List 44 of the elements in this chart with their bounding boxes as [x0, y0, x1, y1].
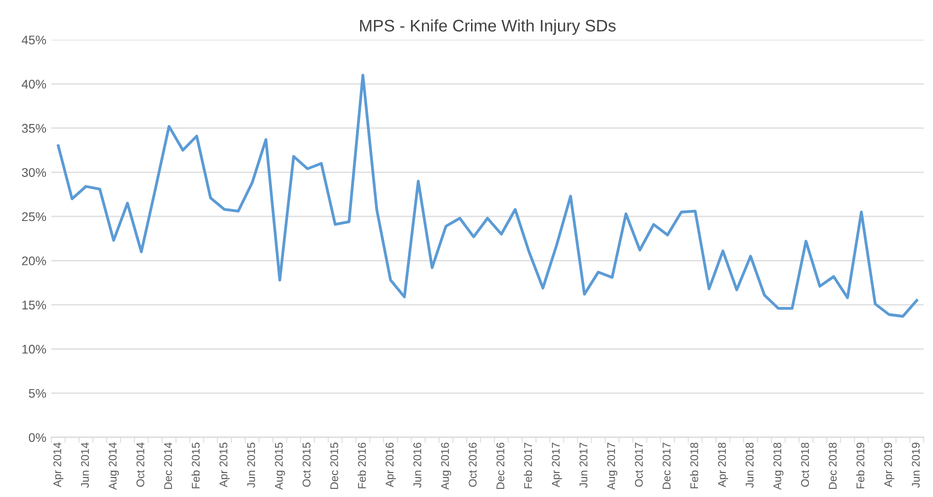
x-tick-label: Jun 2015 — [247, 442, 256, 488]
y-tick-label: 30% — [22, 168, 46, 177]
chart-title: MPS - Knife Crime With Injury SDs — [360, 19, 616, 35]
x-tick-label: Aug 2018 — [773, 442, 784, 490]
x-tick-label: Apr 2019 — [884, 442, 894, 488]
x-tick-label: Oct 2016 — [468, 442, 477, 487]
x-tick-label: Jun 2017 — [580, 442, 588, 488]
y-tick-label: 20% — [22, 256, 46, 266]
x-tick-label: Dec 2017 — [662, 442, 670, 489]
x-tick-label: Oct 2018 — [801, 442, 809, 487]
x-tick-label: Jun 2014 — [81, 442, 89, 488]
y-tick-label: 25% — [22, 212, 46, 222]
y-tick-label: 0% — [28, 433, 46, 442]
x-tick-label: Feb 2015 — [192, 442, 200, 488]
x-tick-label: Apr 2017 — [552, 442, 562, 488]
y-tick-label: 35% — [22, 124, 46, 133]
y-tick-label: 15% — [22, 300, 46, 310]
x-tick-label: Feb 2017 — [524, 442, 532, 488]
x-tick-label: Dec 2014 — [164, 442, 172, 489]
x-tick-label: Apr 2015 — [220, 442, 230, 488]
x-tick-label: Apr 2016 — [386, 442, 396, 488]
y-tick-label: 10% — [22, 344, 46, 354]
x-tick-label: Jun 2016 — [413, 442, 422, 488]
x-tick-label: Feb 2018 — [690, 442, 698, 488]
x-tick-label: Aug 2015 — [274, 442, 285, 490]
x-tick-label: Dec 2018 — [828, 442, 837, 489]
x-tick-label: Dec 2015 — [330, 442, 338, 489]
line-series — [56, 74, 918, 318]
y-tick-label: 40% — [22, 80, 46, 89]
x-tick-label: Jun 2018 — [746, 442, 754, 488]
x-tick-label: Apr 2014 — [53, 442, 64, 488]
y-tick-label: 45% — [22, 36, 46, 44]
x-tick-label: Feb 2019 — [856, 442, 864, 488]
y-tick-label: 5% — [28, 389, 46, 398]
x-tick-label: Jun 2019 — [912, 442, 920, 488]
x-tick-label: Oct 2017 — [634, 442, 643, 487]
x-tick-label: Aug 2016 — [441, 442, 452, 490]
x-tick-label: Aug 2017 — [607, 442, 618, 490]
x-tick-label: Oct 2015 — [302, 442, 310, 487]
x-tick-label: Feb 2016 — [358, 442, 366, 488]
x-tick-label: Dec 2016 — [496, 442, 504, 489]
x-tick-label: Aug 2014 — [108, 442, 119, 490]
x-tick-label: Apr 2018 — [718, 442, 728, 488]
x-tick-label: Oct 2014 — [136, 442, 144, 487]
